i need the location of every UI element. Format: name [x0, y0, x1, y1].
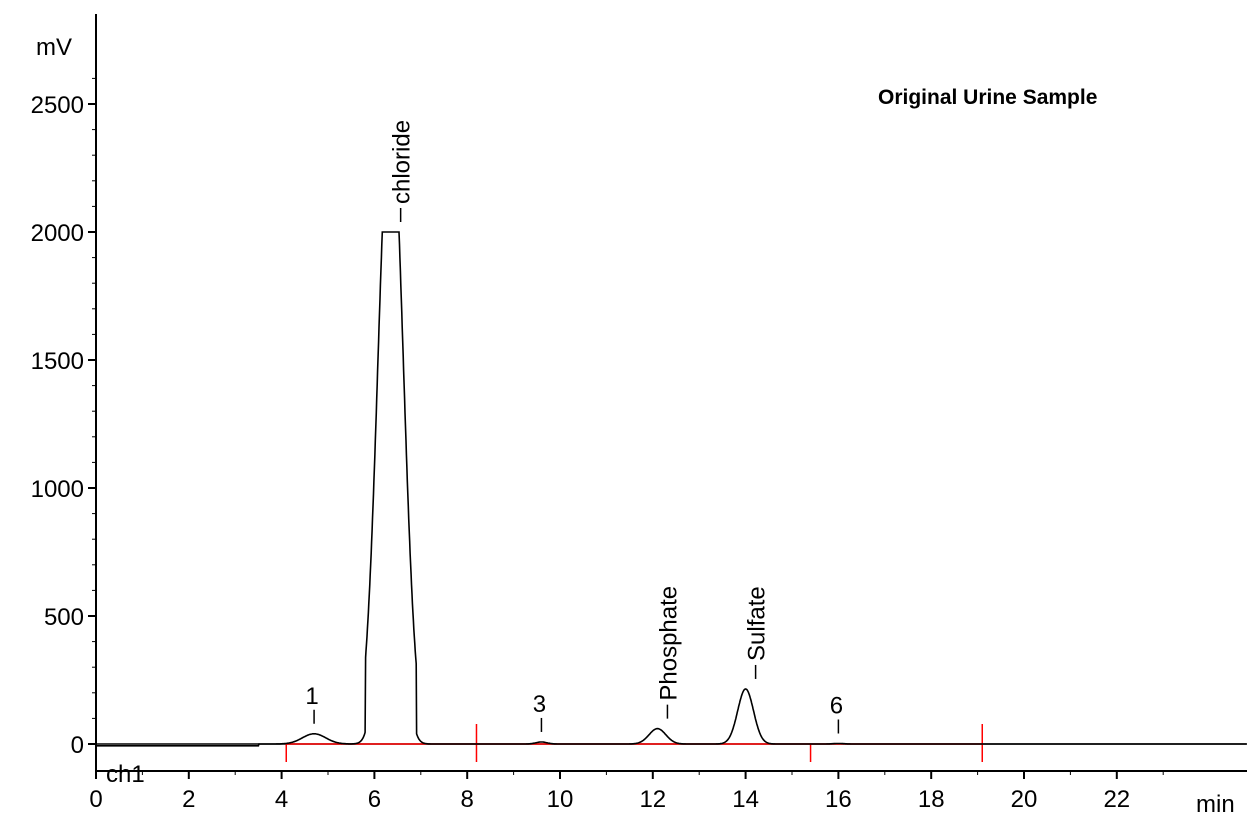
x-tick-label: 10: [547, 786, 574, 813]
x-axis-title: min: [1196, 791, 1235, 817]
x-tick-label: 2: [182, 786, 195, 813]
peak-label-group: 6: [830, 692, 843, 734]
y-axis-title: mV: [36, 34, 72, 61]
channel-label: ch1: [106, 761, 145, 788]
peak-label-sulfate: Sulfate: [744, 586, 771, 661]
peak-label-phosphate: Phosphate: [655, 586, 682, 701]
x-tick-label: 8: [461, 786, 474, 813]
peak-label-group: Phosphate: [655, 586, 682, 719]
x-tick-label: 12: [639, 786, 666, 813]
x-tick-label: 22: [1103, 786, 1130, 813]
x-tick-label: 6: [368, 786, 381, 813]
peak-label-group: chloride: [389, 120, 416, 222]
y-tick-label: 1000: [31, 476, 84, 503]
peak-label-group: Sulfate: [744, 586, 771, 679]
x-tick-label: 0: [89, 786, 102, 813]
integration-markers: [285, 724, 983, 762]
x-tick-label: 16: [825, 786, 852, 813]
y-axis-ticks: 0 500 1000 1500 2000 2500: [31, 77, 96, 759]
peak-label-group: 3: [533, 691, 546, 732]
peak-labels: 1 chloride 3 Phosphate Sulfate 6: [305, 120, 843, 734]
x-tick-label: 4: [275, 786, 288, 813]
peak-label-3: 3: [533, 691, 546, 718]
peak-label-group: 1: [305, 683, 319, 724]
x-tick-label: 20: [1011, 786, 1038, 813]
peak-label-1: 1: [305, 683, 318, 710]
peak-label-chloride: chloride: [389, 120, 416, 204]
signal-trace: [96, 231, 1247, 747]
peak-label-6: 6: [830, 692, 843, 719]
chart-title: Original Urine Sample: [878, 86, 1097, 109]
y-tick-label: 1500: [31, 348, 84, 375]
y-tick-label: 0: [71, 732, 84, 759]
x-tick-label: 14: [732, 786, 759, 813]
y-tick-label: 2500: [31, 92, 84, 119]
x-tick-label: 18: [918, 786, 945, 813]
x-axis-ticks: 0 2 4 6 8 10 12 14 16 18 20 22: [89, 771, 1164, 813]
y-tick-label: 2000: [31, 220, 84, 247]
y-tick-label: 500: [44, 604, 84, 631]
